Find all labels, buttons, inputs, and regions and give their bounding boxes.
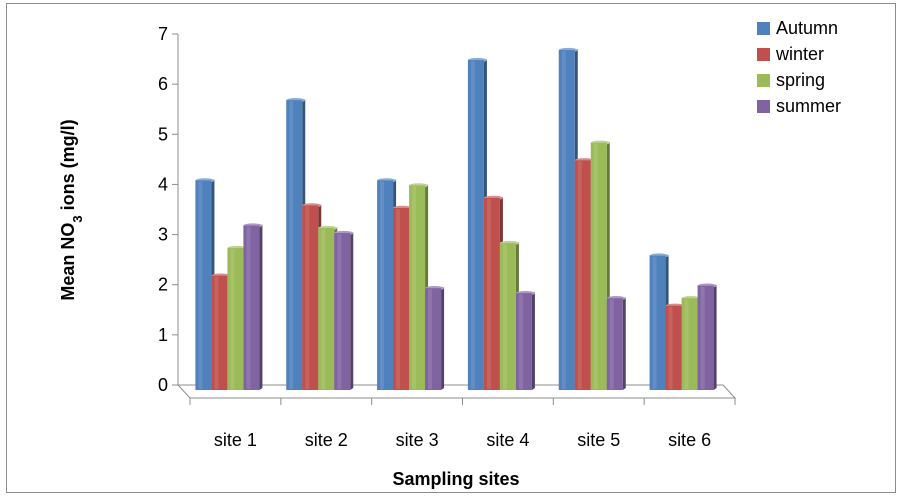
bar-side xyxy=(713,284,717,390)
y-tick-label: 6 xyxy=(158,74,168,94)
bar-front xyxy=(334,233,351,390)
bar-highlight xyxy=(198,181,203,389)
bar-front xyxy=(681,298,698,390)
bar-highlight xyxy=(577,161,582,389)
bar-side xyxy=(622,297,626,390)
bar-highlight xyxy=(396,208,401,389)
bar-front xyxy=(649,255,666,390)
bar-highlight xyxy=(337,234,342,389)
legend-swatch xyxy=(757,100,770,113)
bar-highlight xyxy=(412,186,417,389)
bar-front xyxy=(243,225,260,390)
legend: Autumn winter spring summer xyxy=(757,18,841,116)
bars xyxy=(195,47,717,391)
y-axis-title-rest: ions (mg/l) xyxy=(58,119,78,215)
bar-front xyxy=(286,100,303,390)
x-tick-label: site 3 xyxy=(396,430,439,450)
x-tick-label: site 5 xyxy=(577,430,620,450)
bar-front xyxy=(377,180,394,390)
bar xyxy=(334,230,354,390)
bar-highlight xyxy=(486,198,491,389)
bar-front xyxy=(195,180,212,390)
y-tick-label: 0 xyxy=(158,375,168,395)
y-tick-label: 7 xyxy=(158,24,168,44)
y-tick-label: 3 xyxy=(158,225,168,245)
legend-swatch xyxy=(757,48,770,61)
bar-highlight xyxy=(230,249,235,389)
bar xyxy=(697,283,717,390)
bar-front xyxy=(425,288,442,390)
bar-front xyxy=(558,50,575,391)
bar-highlight xyxy=(214,276,219,389)
x-tick-label: site 2 xyxy=(305,430,348,450)
chart-frame xyxy=(6,3,896,493)
bar-highlight xyxy=(684,299,689,389)
bar-front xyxy=(499,243,516,390)
y-tick-label: 2 xyxy=(158,275,168,295)
bar-highlight xyxy=(700,286,705,389)
y-axis-title-subscript: 3 xyxy=(70,215,85,222)
bar-front xyxy=(227,248,244,390)
bar-highlight xyxy=(561,51,566,390)
bar-highlight xyxy=(502,244,507,389)
bar-front xyxy=(606,298,623,390)
bar-front xyxy=(211,275,228,390)
bar-side xyxy=(531,292,535,390)
bar-front xyxy=(574,160,591,390)
bar xyxy=(425,286,445,390)
bar xyxy=(195,178,215,390)
bar-front xyxy=(665,305,682,390)
bar xyxy=(243,223,263,390)
bar-highlight xyxy=(518,294,523,389)
y-tick-label: 5 xyxy=(158,124,168,144)
y-tick-label: 1 xyxy=(158,325,168,345)
x-axis-title: Sampling sites xyxy=(392,469,519,489)
bar-front xyxy=(318,228,335,390)
x-tick-label: site 6 xyxy=(668,430,711,450)
bar-front xyxy=(302,205,319,390)
bar-side xyxy=(259,224,263,390)
legend-label: summer xyxy=(776,96,841,116)
bar-front xyxy=(467,60,484,390)
bar-front xyxy=(590,142,607,390)
bar-highlight xyxy=(305,206,310,389)
bar-highlight xyxy=(593,143,598,389)
legend-label: Autumn xyxy=(776,18,838,38)
legend-label: spring xyxy=(776,70,825,90)
bar-highlight xyxy=(668,306,673,389)
y-axis-title: Mean NO3 ions (mg/l) xyxy=(58,119,85,300)
bar-highlight xyxy=(380,181,385,389)
bar-highlight xyxy=(652,256,657,389)
bar-highlight xyxy=(428,289,433,389)
y-tick-label: 4 xyxy=(158,174,168,194)
legend-swatch xyxy=(757,74,770,87)
bar-front xyxy=(515,293,532,390)
x-tick-label: site 1 xyxy=(214,430,257,450)
bar-front xyxy=(483,197,500,390)
bar-highlight xyxy=(470,61,475,389)
bar-highlight xyxy=(321,229,326,389)
bar-highlight xyxy=(289,101,294,389)
bar-front xyxy=(697,285,714,390)
y-axis-title-main: Mean NO xyxy=(58,223,78,301)
bar-front xyxy=(393,207,410,390)
bar-side xyxy=(350,232,354,390)
bar xyxy=(515,291,535,390)
bar-highlight xyxy=(246,226,251,389)
legend-label: winter xyxy=(775,44,824,64)
bar-highlight xyxy=(609,299,614,389)
x-tick-label: site 4 xyxy=(486,430,529,450)
legend-swatch xyxy=(757,22,770,35)
bar-side xyxy=(441,287,445,390)
bar-front xyxy=(409,185,426,390)
bar xyxy=(606,296,626,390)
